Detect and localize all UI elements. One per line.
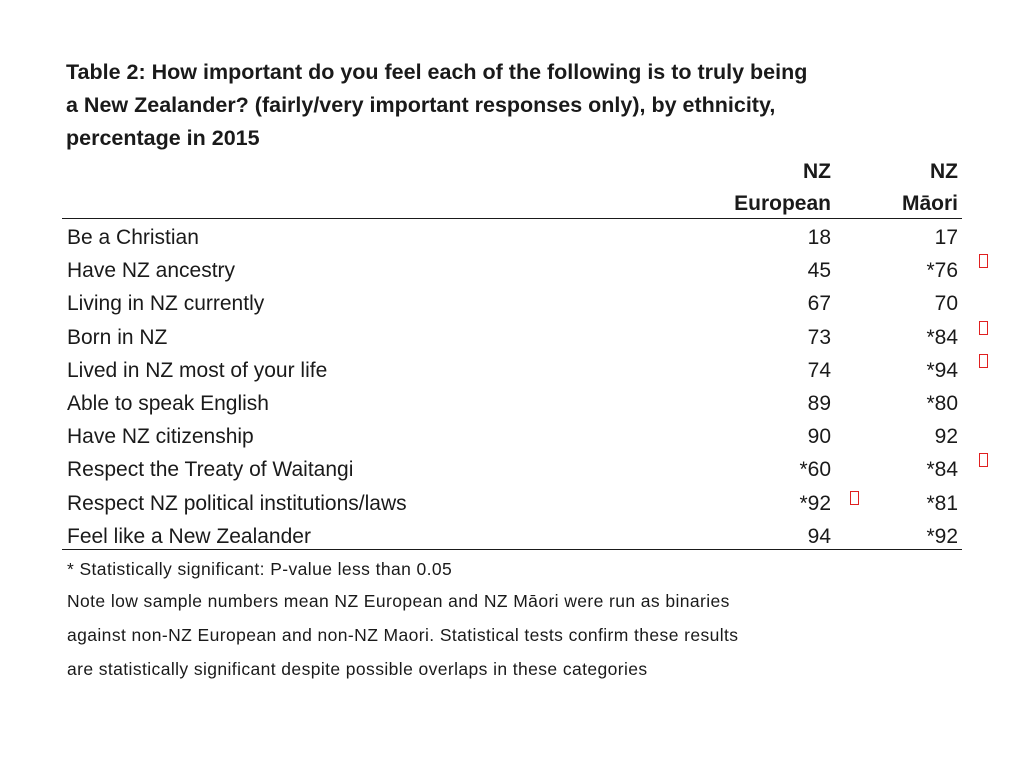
column-header-line: NZ bbox=[803, 160, 831, 183]
column-header-line: Māori bbox=[901, 192, 958, 215]
cell-nz-maori: *76 bbox=[926, 259, 958, 283]
sample-note-line: are statistically significant despite po… bbox=[67, 659, 648, 679]
cell-nz-european: 18 bbox=[807, 226, 831, 249]
cell-nz-maori: 92 bbox=[934, 425, 958, 449]
cell-nz-european: 94 bbox=[807, 524, 831, 548]
sample-note-line: Note low sample numbers mean NZ European… bbox=[67, 591, 730, 611]
cell-nz-european: *92 bbox=[799, 491, 831, 515]
cell-nz-european: 90 bbox=[807, 425, 831, 449]
table-row: Respect NZ political institutions/laws *9… bbox=[0, 487, 1024, 520]
missing-glyph-box-icon bbox=[979, 353, 988, 368]
cell-nz-maori: 17 bbox=[934, 226, 958, 249]
missing-glyph-box-icon bbox=[850, 490, 859, 505]
column-header-nz-european: NZ European bbox=[734, 156, 831, 220]
cell-nz-maori: *81 bbox=[926, 491, 958, 515]
column-header-line: NZ bbox=[930, 160, 958, 183]
row-label: Have NZ citizenship bbox=[67, 425, 254, 449]
cell-nz-european: 45 bbox=[807, 259, 831, 283]
table-title: Table 2: How important do you feel each … bbox=[66, 56, 986, 155]
column-header-line: European bbox=[734, 192, 831, 215]
table-row: Feel like a New Zealander 94 *92 bbox=[0, 520, 1024, 553]
table-row: Have NZ citizenship 90 92 bbox=[0, 420, 1024, 453]
cell-nz-maori: *94 bbox=[926, 358, 958, 382]
row-label: Respect NZ political institutions/laws bbox=[67, 491, 407, 515]
cell-nz-maori: *92 bbox=[926, 524, 958, 548]
table-row: Lived in NZ most of your life 74 *94 bbox=[0, 353, 1024, 387]
missing-glyph-box-icon bbox=[979, 320, 988, 335]
row-label: Lived in NZ most of your life bbox=[67, 358, 328, 382]
row-label: Living in NZ currently bbox=[67, 292, 265, 316]
cell-nz-maori: *84 bbox=[926, 325, 958, 349]
table-top-rule bbox=[62, 218, 962, 219]
table-notes: * Statistically significant: P-value les… bbox=[67, 554, 967, 686]
row-label: Be a Christian bbox=[67, 226, 199, 249]
table-bottom-rule bbox=[62, 549, 962, 550]
table-row: Able to speak English 89 *80 bbox=[0, 387, 1024, 420]
column-header-nz-maori: NZ Māori bbox=[902, 156, 958, 220]
cell-nz-european: 89 bbox=[807, 392, 831, 415]
cell-nz-maori: 70 bbox=[934, 292, 958, 316]
missing-glyph-box-icon bbox=[979, 453, 988, 468]
row-label: Have NZ ancestry bbox=[67, 259, 236, 283]
table-row: Born in NZ 73 *84 bbox=[0, 320, 1024, 354]
row-label: Feel like a New Zealander bbox=[67, 524, 311, 548]
table-row: Have NZ ancestry 45 *76 bbox=[0, 254, 1024, 287]
row-label: Respect the Treaty of Waitangi bbox=[67, 458, 354, 482]
row-label: Born in NZ bbox=[67, 325, 168, 349]
table-title-line: percentage in 2015 bbox=[66, 126, 260, 150]
table-title-line: a New Zealander? (fairly/very important … bbox=[66, 93, 776, 117]
cell-nz-maori: *84 bbox=[926, 458, 958, 482]
cell-nz-maori: *80 bbox=[926, 392, 958, 415]
table-row: Living in NZ currently 67 70 bbox=[0, 287, 1024, 320]
table-row: Be a Christian 18 17 bbox=[0, 221, 1024, 254]
row-label: Able to speak English bbox=[67, 392, 269, 415]
cell-nz-european: *60 bbox=[799, 458, 831, 482]
cell-nz-european: 67 bbox=[807, 292, 831, 316]
significance-note: * Statistically significant: P-value les… bbox=[67, 559, 453, 579]
table-row: Respect the Treaty of Waitangi *60 *84 bbox=[0, 453, 1024, 486]
cell-nz-european: 74 bbox=[807, 358, 831, 382]
sample-note-line: against non-NZ European and non-NZ Maori… bbox=[67, 625, 739, 645]
table-title-line: Table 2: How important do you feel each … bbox=[66, 60, 808, 84]
missing-glyph-box-icon bbox=[979, 254, 988, 269]
cell-nz-european: 73 bbox=[807, 325, 831, 349]
